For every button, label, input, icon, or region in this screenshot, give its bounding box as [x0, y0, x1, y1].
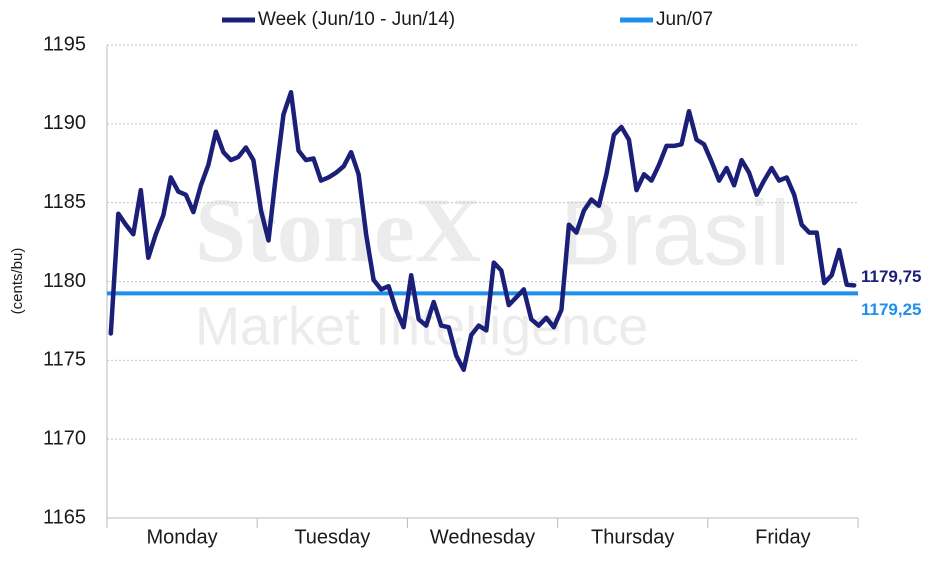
x-tick-label: Wednesday: [430, 526, 535, 548]
y-tick-label: 1185: [43, 191, 86, 213]
watermark: StoneX: [195, 179, 481, 281]
watermark: Market Intelligence: [195, 296, 648, 356]
legend-label: Week (Jun/10 - Jun/14): [258, 9, 455, 30]
y-axis-label: (cents/bu): [9, 248, 26, 315]
x-tick-label: Tuesday: [294, 526, 370, 548]
y-tick-label: 1170: [43, 427, 86, 449]
value-label: 1179,75: [861, 267, 922, 286]
series-line: [108, 90, 857, 373]
x-tick-label: Monday: [147, 526, 218, 548]
value-label: 1179,25: [861, 300, 922, 319]
y-tick-label: 1180: [43, 270, 86, 292]
y-tick-label: 1190: [43, 112, 86, 134]
y-tick-label: 1175: [43, 349, 86, 371]
y-tick-label: 1195: [43, 33, 86, 55]
y-tick-label: 1165: [43, 506, 86, 528]
legend-label: Jun/07: [656, 9, 713, 30]
x-tick-label: Thursday: [591, 526, 674, 548]
x-tick-label: Friday: [755, 526, 811, 548]
watermark: Brasil: [560, 182, 790, 284]
